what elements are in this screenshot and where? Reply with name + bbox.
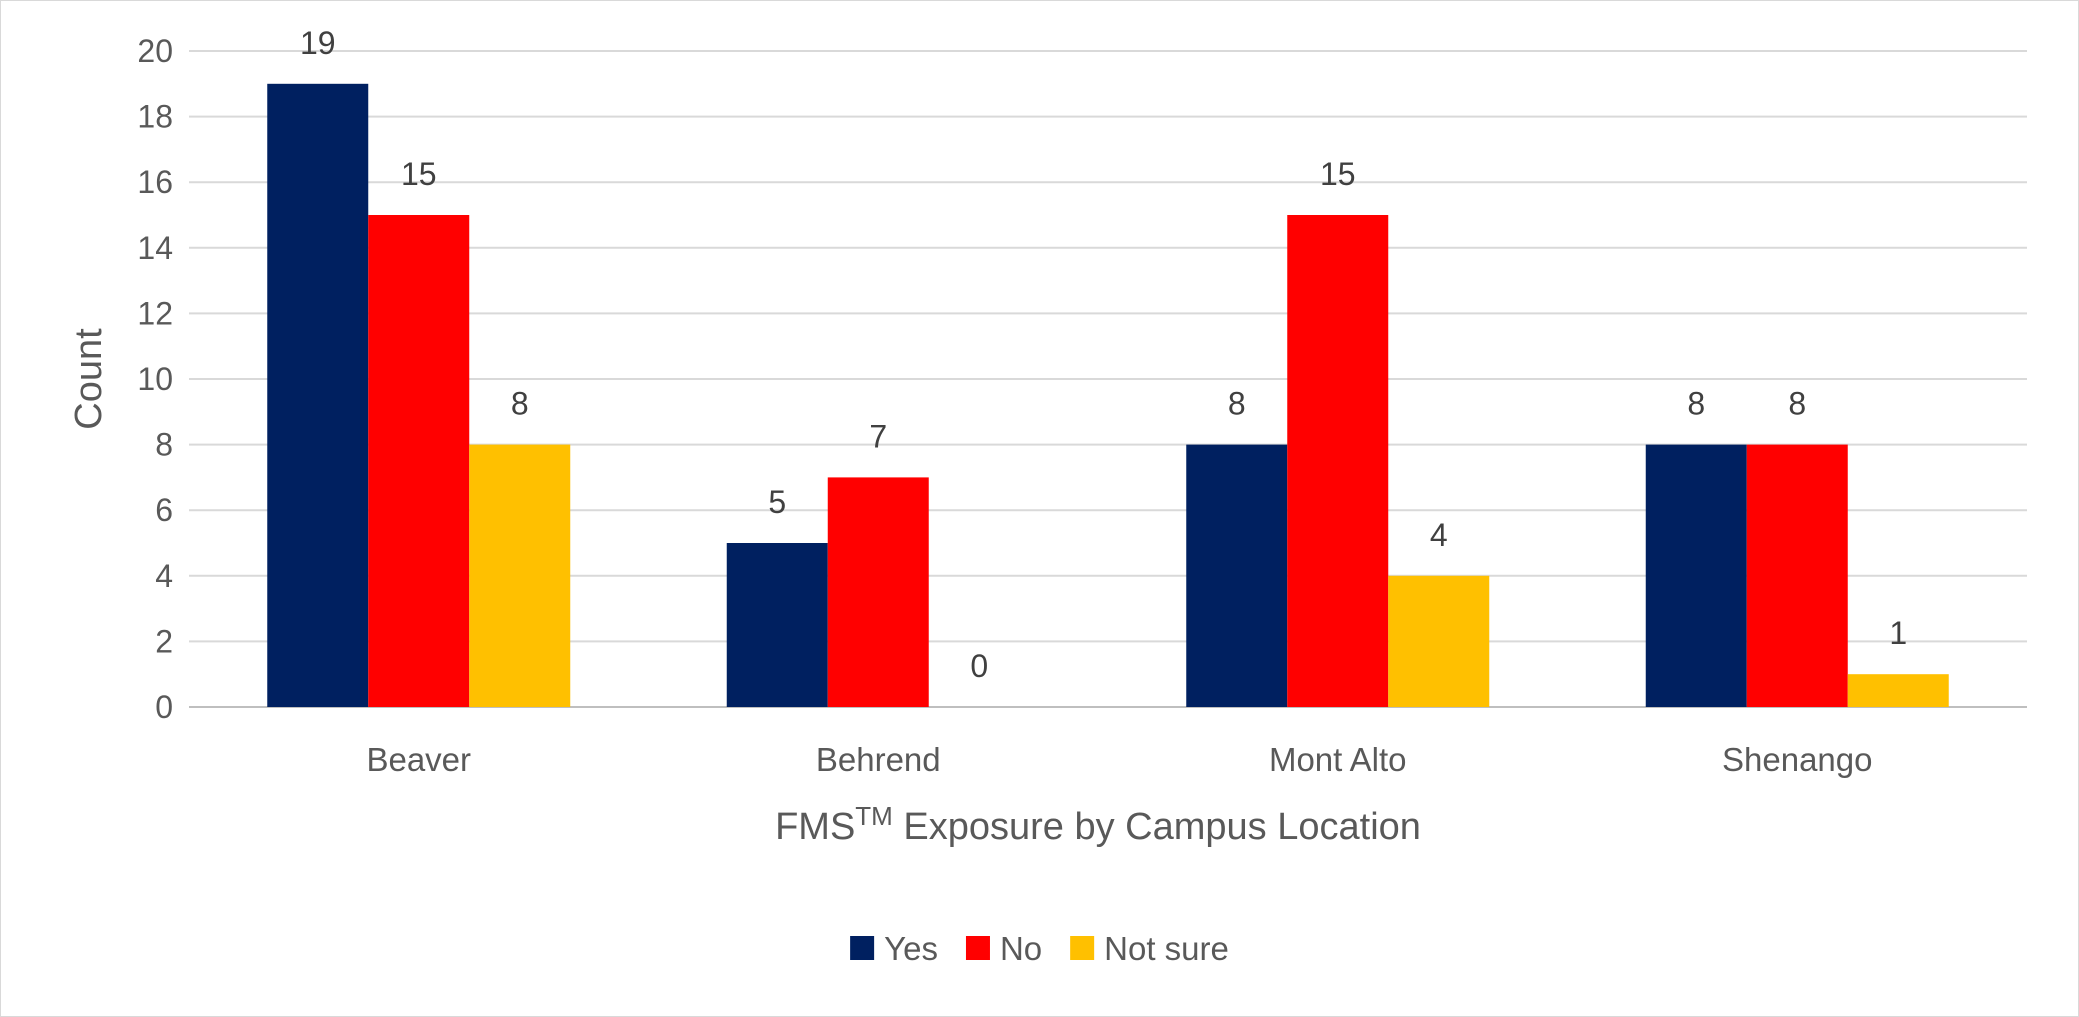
data-label: 15 (1320, 156, 1356, 192)
bar-shenango-no (1746, 444, 1848, 707)
bar-beaver-not-sure (469, 444, 571, 707)
bar-behrend-yes (726, 543, 828, 707)
y-axis-title: Count (68, 328, 110, 430)
data-label: 8 (1228, 386, 1246, 422)
legend-item-not-sure: Not sure (1070, 930, 1229, 967)
legend-label: Yes (884, 930, 938, 967)
x-category-label: Mont Alto (1269, 741, 1407, 778)
legend-swatch (850, 936, 875, 960)
x-axis-title-superscript: TM (855, 801, 893, 831)
data-label: 5 (768, 484, 786, 520)
x-category-label: Shenango (1722, 741, 1872, 778)
y-axis-ticks: 0 2 4 6 8 10 12 14 16 18 20 (137, 33, 173, 725)
data-label: 8 (511, 386, 529, 422)
legend-label: No (1000, 930, 1042, 967)
data-label: 15 (401, 156, 437, 192)
bar-beaver-no (368, 215, 470, 707)
legend-item-yes: Yes (850, 930, 938, 967)
y-tick-label: 12 (137, 295, 173, 331)
data-label: 4 (1430, 517, 1448, 553)
legend-swatch (1070, 936, 1095, 960)
y-tick-label: 10 (137, 361, 173, 397)
bar-mont-alto-yes (1186, 444, 1288, 707)
bar-mont-alto-not-sure (1388, 575, 1490, 707)
data-label: 0 (970, 648, 988, 684)
bar-shenango-not-sure (1847, 674, 1949, 707)
y-tick-label: 16 (137, 164, 173, 200)
bar-behrend-no (827, 477, 929, 707)
bars (267, 83, 1949, 708)
legend: Yes No Not sure (850, 930, 1229, 967)
data-label: 19 (300, 25, 336, 61)
y-tick-label: 14 (137, 230, 173, 266)
legend-label: Not sure (1104, 930, 1229, 967)
y-tick-label: 4 (155, 558, 173, 594)
data-label: 8 (1687, 386, 1705, 422)
legend-swatch (965, 936, 990, 960)
x-axis-title-rest: Exposure by Campus Location (893, 806, 1421, 848)
x-category-label: Beaver (366, 741, 471, 778)
y-tick-label: 8 (155, 427, 173, 463)
x-axis-title: FMSTM Exposure by Campus Location (775, 801, 1421, 848)
data-labels: 19 15 8 5 7 0 8 15 4 8 8 1 (300, 25, 1907, 684)
data-label: 8 (1788, 386, 1806, 422)
x-category-label: Behrend (816, 741, 941, 778)
data-label: 1 (1889, 615, 1907, 651)
bar-shenango-yes (1645, 444, 1747, 707)
bar-beaver-yes (267, 83, 369, 708)
y-tick-label: 18 (137, 99, 173, 135)
data-label: 7 (869, 418, 887, 454)
x-axis-categories: Beaver Behrend Mont Alto Shenango (366, 741, 1872, 778)
y-tick-label: 0 (155, 689, 173, 725)
legend-item-no: No (965, 930, 1042, 967)
y-tick-label: 20 (137, 33, 173, 69)
x-axis-title-main: FMS (775, 806, 855, 848)
y-tick-label: 2 (155, 623, 173, 659)
y-tick-label: 6 (155, 492, 173, 528)
bar-mont-alto-no (1287, 215, 1389, 707)
